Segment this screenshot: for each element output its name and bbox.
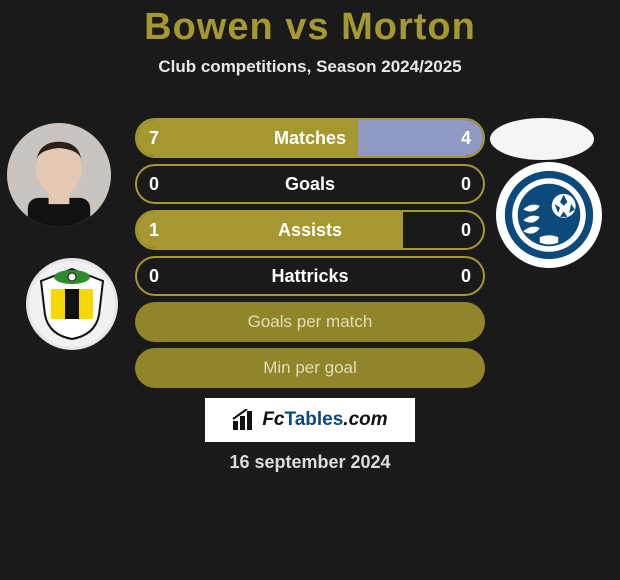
row-hattricks: 0 Hattricks 0: [135, 256, 485, 296]
metric-label: Hattricks: [135, 256, 485, 296]
metric-label: Matches: [135, 118, 485, 158]
pill-label: Min per goal: [135, 348, 485, 388]
row-goals: 0 Goals 0: [135, 164, 485, 204]
value-right: 0: [461, 256, 471, 296]
comparison-chart: 7 Matches 4 0 Goals 0 1 Assists 0 0 Hatt…: [135, 118, 485, 394]
brand-mid: Tables: [285, 409, 344, 431]
row-matches: 7 Matches 4: [135, 118, 485, 158]
metric-label: Goals: [135, 164, 485, 204]
page-title: Bowen vs Morton: [0, 0, 620, 49]
subtitle: Club competitions, Season 2024/2025: [0, 57, 620, 77]
metric-label: Assists: [135, 210, 485, 250]
title-vs: vs: [285, 6, 329, 48]
chart-icon: [232, 409, 258, 431]
club-right-crest: [496, 162, 602, 268]
brand-logo: FcTables.com: [205, 398, 415, 442]
club-left-crest: [26, 258, 118, 350]
brand-prefix: Fc: [262, 409, 284, 431]
title-right: Morton: [341, 6, 476, 48]
player-right-avatar: [490, 118, 594, 160]
title-left: Bowen: [144, 6, 274, 48]
value-right: 4: [461, 118, 471, 158]
value-right: 0: [461, 210, 471, 250]
row-assists: 1 Assists 0: [135, 210, 485, 250]
pill-label: Goals per match: [135, 302, 485, 342]
date-label: 16 september 2024: [0, 452, 620, 473]
brand-suffix: .com: [343, 409, 387, 431]
player-left-avatar: [7, 123, 111, 227]
value-right: 0: [461, 164, 471, 204]
row-goals-per-match: Goals per match: [135, 302, 485, 342]
row-min-per-goal: Min per goal: [135, 348, 485, 388]
